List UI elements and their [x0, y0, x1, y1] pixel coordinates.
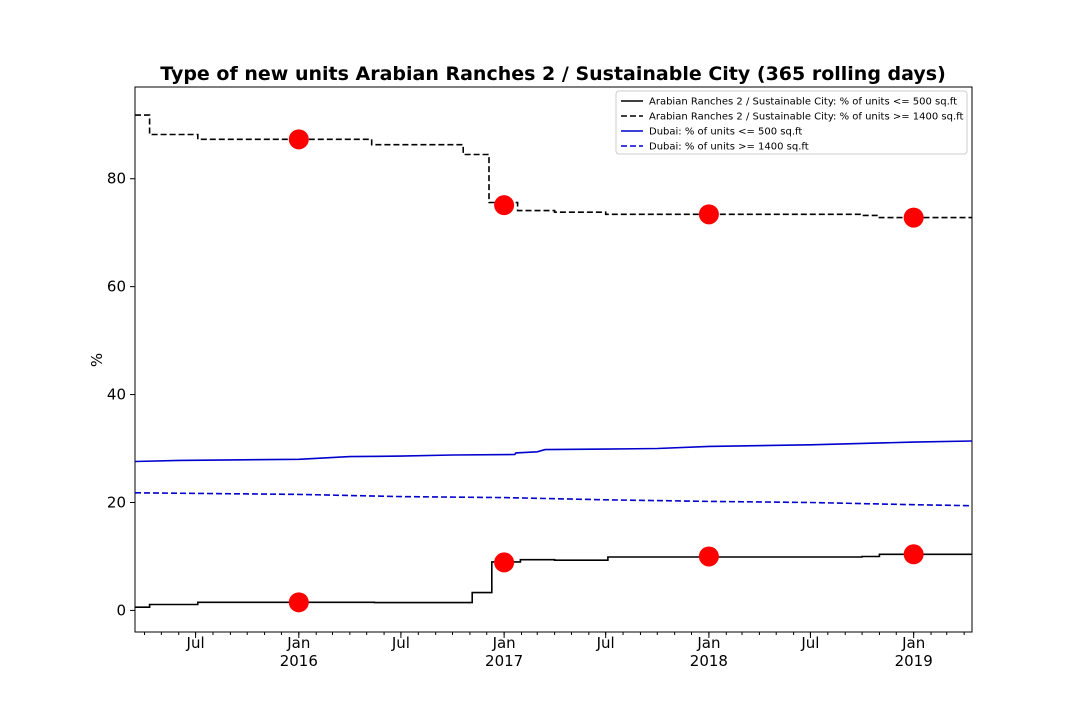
data-marker [698, 204, 719, 225]
x-tick-label: Jul [186, 634, 205, 652]
x-tick-label: Jul [596, 634, 615, 652]
y-tick-label: 40 [107, 386, 126, 404]
y-axis-label: % [88, 353, 106, 367]
data-marker [903, 544, 924, 565]
x-tick-label: Jan [696, 634, 720, 652]
data-marker [288, 592, 309, 613]
x-tick-label: Jul [800, 634, 819, 652]
chart-title: Type of new units Arabian Ranches 2 / Su… [160, 63, 946, 85]
data-marker [903, 207, 924, 228]
legend-entry: Arabian Ranches 2 / Sustainable City: % … [649, 112, 963, 123]
legend-entry: Dubai: % of units >= 1400 sq.ft [649, 142, 809, 153]
y-tick-label: 0 [116, 601, 126, 619]
x-tick-year-label: 2017 [485, 652, 523, 670]
plot-frame [134, 86, 973, 633]
y-tick-label: 20 [107, 493, 126, 511]
x-tick-year-label: 2016 [280, 652, 318, 670]
series-line-0 [135, 553, 972, 608]
x-tick-year-label: 2019 [895, 652, 933, 670]
data-marker [494, 552, 515, 573]
y-tick-label: 80 [107, 170, 126, 188]
y-tick-label: 60 [107, 278, 126, 296]
series-line-3 [134, 492, 973, 507]
data-marker [288, 129, 309, 150]
x-tick-label: Jan [492, 634, 516, 652]
data-marker [698, 546, 719, 567]
series-line-2 [134, 440, 973, 463]
legend-box [615, 90, 968, 155]
legend: Arabian Ranches 2 / Sustainable City: % … [615, 90, 968, 155]
x-tick-label: Jan [286, 634, 310, 652]
x-tick-label: Jan [901, 634, 925, 652]
data-marker [494, 195, 515, 216]
x-tick-label: Jul [391, 634, 410, 652]
legend-entry: Dubai: % of units <= 500 sq.ft [649, 127, 802, 138]
x-tick-year-label: 2018 [690, 652, 728, 670]
legend-entry: Arabian Ranches 2 / Sustainable City: % … [649, 97, 957, 108]
